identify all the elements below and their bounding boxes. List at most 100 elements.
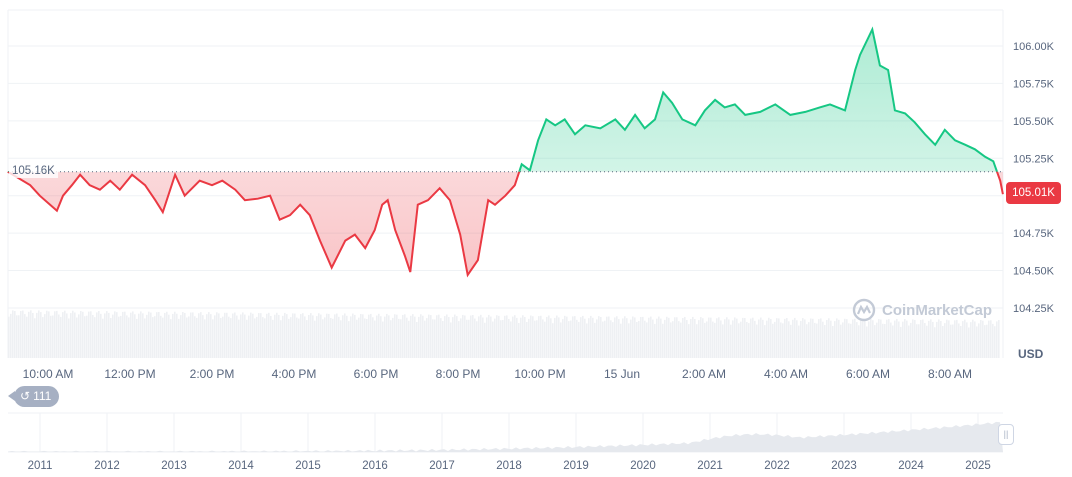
volume-bar	[724, 319, 726, 358]
year-label: 2012	[94, 460, 120, 472]
volume-bar	[534, 320, 536, 358]
price-line-up	[7, 26, 999, 172]
volume-bar	[888, 319, 890, 358]
volume-bar	[634, 317, 636, 358]
volume-bar	[222, 316, 224, 358]
volume-bar	[176, 313, 178, 358]
volume-bar	[990, 320, 992, 358]
volume-bar	[254, 318, 256, 358]
volume-bar	[950, 324, 952, 358]
volume-bar	[62, 312, 64, 358]
volume-bar	[178, 318, 180, 358]
volume-bar	[288, 318, 290, 358]
volume-bar	[180, 315, 182, 358]
volume-bar	[456, 316, 458, 358]
volume-bar	[370, 313, 372, 358]
volume-bar	[848, 323, 850, 358]
volume-bar	[538, 316, 540, 358]
year-label: 2024	[898, 460, 924, 472]
volume-bar	[772, 323, 774, 358]
volume-bar	[626, 318, 628, 358]
volume-bar	[26, 316, 28, 358]
volume-bar	[930, 319, 932, 358]
volume-bar	[622, 318, 624, 358]
volume-bar	[492, 321, 494, 358]
volume-bar	[820, 318, 822, 358]
volume-bar	[814, 322, 816, 358]
volume-bar	[426, 318, 428, 358]
volume-bar	[914, 319, 916, 358]
volume-bar	[580, 317, 582, 358]
volume-bar	[310, 313, 312, 358]
volume-bar	[458, 321, 460, 358]
volume-bar	[818, 319, 820, 358]
volume-bar	[210, 314, 212, 358]
volume-bar	[246, 319, 248, 358]
x-tick-label: 6:00 AM	[846, 367, 890, 381]
area-fill-down	[7, 171, 1003, 275]
volume-bar	[476, 321, 478, 358]
volume-bar	[116, 312, 118, 358]
volume-bar	[400, 319, 402, 358]
x-tick-label: 6:00 PM	[354, 367, 399, 381]
volume-bar	[782, 323, 784, 358]
year-label: 2025	[965, 460, 991, 472]
volume-bar	[556, 315, 558, 358]
volume-bar	[130, 312, 132, 358]
volume-bar	[350, 316, 352, 358]
volume-bar	[278, 314, 280, 358]
coinmarketcap-logo-icon	[852, 298, 876, 322]
volume-bar	[948, 320, 950, 358]
volume-bar	[844, 318, 846, 358]
volume-bar	[786, 318, 788, 358]
history-badge[interactable]: ↺ 111	[7, 386, 60, 407]
volume-bar	[994, 326, 996, 358]
volume-bar	[710, 317, 712, 358]
volume-bar	[202, 315, 204, 358]
volume-bar	[540, 315, 542, 358]
volume-bar	[104, 313, 106, 358]
volume-bar	[92, 314, 94, 358]
volume-bar	[138, 313, 140, 358]
x-tick-label: 8:00 AM	[928, 367, 972, 381]
volume-bar	[38, 310, 40, 358]
volume-bar	[344, 313, 346, 358]
volume-bar	[730, 324, 732, 358]
volume-bar	[144, 318, 146, 358]
volume-bar	[364, 318, 366, 358]
volume-bar	[686, 320, 688, 358]
volume-bar	[100, 313, 102, 358]
volume-bar	[412, 314, 414, 358]
volume-bar	[708, 317, 710, 358]
volume-bar	[606, 316, 608, 358]
volume-bar	[570, 320, 572, 358]
volume-bar	[590, 315, 592, 358]
volume-bar	[998, 320, 1000, 358]
range-handle[interactable]: ||	[998, 424, 1014, 445]
volume-bar	[972, 319, 974, 358]
volume-bar	[186, 317, 188, 358]
current-price-label: 105.01K	[1006, 182, 1061, 204]
volume-bar	[536, 320, 538, 358]
volume-bar	[512, 316, 514, 358]
volume-bar	[642, 316, 644, 358]
volume-bar	[188, 316, 190, 358]
volume-bar	[752, 317, 754, 358]
volume-bar	[588, 318, 590, 358]
volume-bar	[832, 326, 834, 358]
y-tick-label: 105.25K	[1013, 153, 1055, 165]
volume-bar	[716, 318, 718, 358]
x-tick-label: 2:00 PM	[190, 367, 235, 381]
volume-bar	[638, 320, 640, 358]
volume-bar	[342, 315, 344, 358]
volume-bar	[348, 321, 350, 358]
volume-bar	[846, 319, 848, 358]
volume-bar	[980, 320, 982, 358]
volume-bar	[50, 315, 52, 358]
volume-bar	[182, 311, 184, 358]
volume-bar	[122, 311, 124, 358]
volume-bar	[912, 319, 914, 358]
volume-bar	[984, 325, 986, 358]
volume-bar	[480, 314, 482, 358]
